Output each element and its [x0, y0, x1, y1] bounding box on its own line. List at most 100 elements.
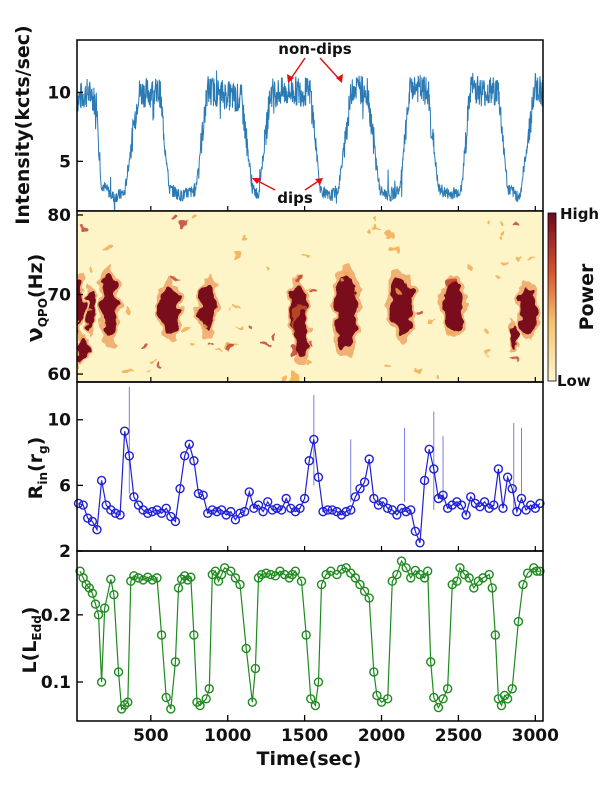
qpo-power-blob: [77, 280, 84, 332]
rin-ylabel-main: R: [25, 484, 47, 499]
rin-point: [212, 506, 222, 517]
panel-intensity: 5 10 Intensity(kcts/sec) non-dips dips: [12, 25, 544, 225]
qpo-noise-speck: [499, 221, 504, 229]
luminosity-point: [513, 616, 524, 627]
rin-point: [198, 490, 208, 500]
luminosity-point: [230, 573, 241, 583]
qpo-noise-speck: [124, 369, 134, 375]
luminosity-point: [93, 610, 104, 620]
arrow-dips-left: [255, 179, 276, 191]
luminosity-point: [290, 566, 301, 576]
qpo-noise-speck: [252, 326, 256, 331]
qpo-ylabel-rest: (Hz): [25, 254, 47, 298]
luminosity-point: [133, 573, 144, 583]
rin-point: [299, 493, 310, 504]
rin-point: [244, 487, 254, 497]
colorbar-high-label: High: [560, 205, 599, 223]
luminosity-point: [170, 657, 181, 667]
qpo-power-blob: [443, 282, 464, 331]
luminosity-point: [464, 573, 474, 583]
qpo-noise-speck: [290, 347, 297, 355]
luminosity-ylabel: L(LEdd): [19, 607, 44, 674]
rin-point: [110, 508, 121, 518]
arrow-dips-left-head: [252, 178, 261, 184]
rin-ylabel-sub: in: [36, 472, 50, 485]
luminosity-ytick-label: 0.1: [41, 673, 71, 693]
luminosity-point: [442, 684, 453, 694]
luminosity-point: [241, 643, 251, 654]
rin-point: [424, 444, 434, 454]
rin-point: [410, 526, 421, 537]
luminosity-point: [173, 583, 184, 593]
luminosity-point: [261, 568, 271, 578]
qpo-noise-speck: [77, 363, 81, 369]
qpo-noise-speck: [216, 348, 223, 351]
panel-luminosity: 0.1 0.2 500 1000 1500 2000 2500 3000 L(LEdd) T…: [19, 550, 559, 770]
qpo-noise-speck: [105, 244, 112, 250]
qpo-noise-speck: [446, 278, 456, 285]
qpo-noise-speck: [306, 360, 314, 364]
luminosity-point: [226, 566, 236, 576]
luminosity-point: [161, 692, 171, 703]
luminosity-ylabel-end: ): [19, 607, 41, 616]
rin-point: [502, 472, 513, 482]
luminosity-point: [204, 684, 214, 694]
qpo-noise-speck: [271, 332, 276, 338]
rin-ylabel-rest: (r: [25, 453, 47, 472]
qpo-noise-speck: [260, 340, 270, 347]
rin-point: [124, 451, 134, 461]
rin-point: [161, 503, 171, 514]
rin-point: [318, 506, 328, 517]
rin-point: [193, 488, 204, 499]
luminosity-point: [355, 579, 365, 590]
luminosity-point: [96, 677, 107, 687]
qpo-noise-speck: [436, 373, 440, 381]
qpo-ylabel-sub: QPO: [36, 298, 50, 327]
qpo-noise-speck: [84, 306, 94, 312]
luminosity-ylabel-main: L(L: [19, 641, 41, 674]
qpo-ylabel-main: ν: [23, 327, 48, 342]
luminosity-point: [256, 569, 267, 580]
panel-rin: 2 6 10 Rin(rg): [25, 381, 545, 562]
qpo-noise-speck: [366, 228, 372, 235]
rin-point: [129, 492, 139, 502]
qpo-noise-speck: [243, 237, 250, 242]
qpo-ytick-label: 60: [47, 365, 71, 385]
qpo-noise-speck: [207, 342, 212, 345]
qpo-noise-speck: [235, 253, 243, 260]
qpo-noise-speck: [81, 225, 89, 232]
qpo-noise-speck: [341, 269, 349, 275]
rin-point: [267, 505, 278, 515]
qpo-noise-speck: [502, 261, 507, 266]
rin-point: [184, 439, 194, 450]
qpo-noise-speck: [416, 310, 423, 316]
xtick-label: 3000: [512, 726, 559, 746]
luminosity-point: [438, 694, 448, 704]
qpo-noise-speck: [340, 278, 345, 285]
rin-point: [479, 497, 490, 507]
luminosity-point: [401, 563, 411, 573]
luminosity-point: [452, 576, 462, 586]
luminosity-point: [106, 574, 116, 584]
qpo-power-blob: [100, 274, 118, 339]
intensity-ytick-label: 10: [47, 83, 71, 103]
qpo-noise-speck: [192, 215, 198, 220]
luminosity-point: [119, 700, 130, 710]
qpo-noise-speck: [372, 218, 376, 222]
luminosity-point: [364, 593, 374, 603]
rin-point: [359, 477, 370, 487]
qpo-noise-speck: [190, 341, 198, 347]
qpo-noise-speck: [89, 265, 94, 272]
luminosity-point: [313, 677, 324, 687]
qpo-noise-speck: [303, 252, 310, 256]
rin-point: [429, 464, 439, 474]
rin-point: [498, 503, 508, 514]
rin-point: [322, 505, 333, 515]
qpo-noise-speck: [178, 219, 188, 227]
qpo-noise-speck: [182, 324, 191, 330]
rin-point: [489, 500, 499, 510]
luminosity-point: [189, 630, 199, 640]
luminosity-point: [422, 566, 433, 576]
luminosity-point: [156, 630, 167, 640]
